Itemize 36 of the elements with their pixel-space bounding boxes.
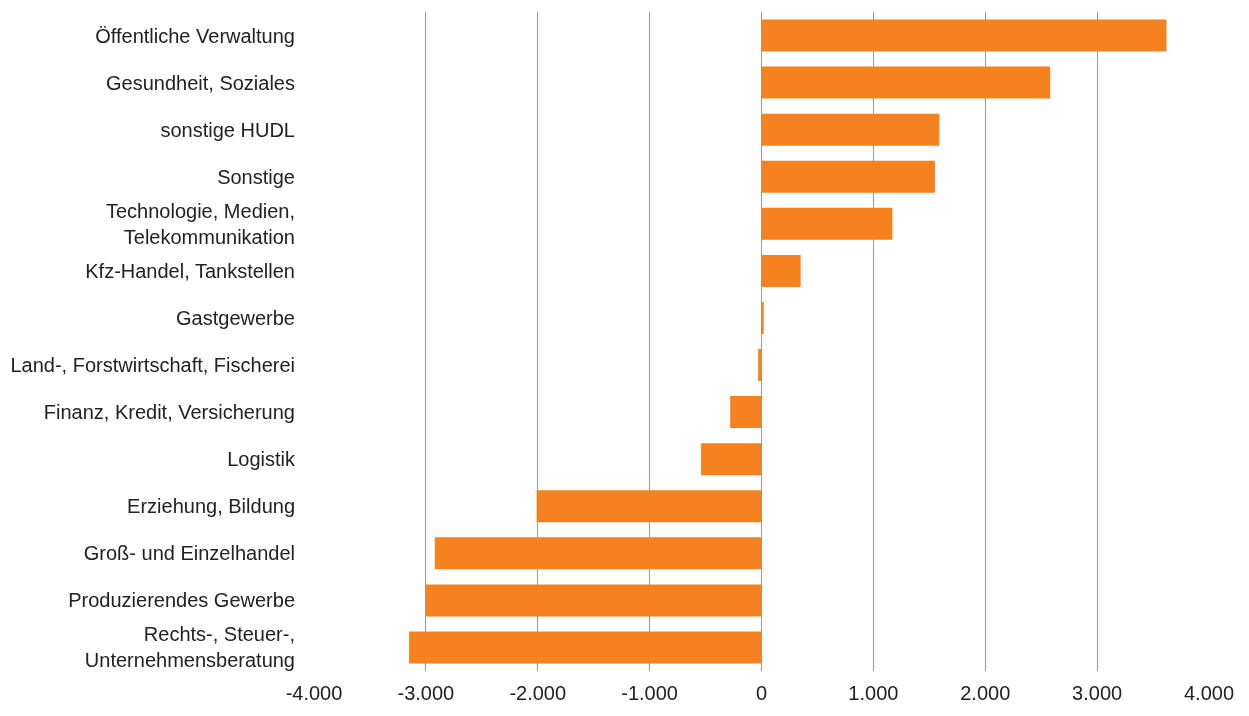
- bar: [761, 113, 940, 146]
- x-tick-label: -3.000: [397, 682, 455, 704]
- bar: [758, 349, 762, 382]
- y-tick-label: Gastgewerbe: [176, 306, 295, 329]
- y-tick-label: Rechts-, Steuer-, Unternehmensberatung: [84, 623, 295, 672]
- y-tick-label: Erziehung, Bildung: [127, 495, 295, 518]
- y-tick-label: Technologie, Medien, Telekommunikation: [105, 199, 295, 248]
- y-tick-label: sonstige HUDL: [160, 118, 295, 141]
- x-tick-label: -2.000: [509, 682, 567, 704]
- bar: [536, 490, 762, 523]
- bar: [730, 396, 762, 429]
- y-tick-label: Land-, Forstwirtschaft, Fischerei: [10, 354, 295, 377]
- y-tick-label: Produzierendes Gewerbe: [68, 589, 295, 612]
- bar: [409, 631, 762, 664]
- bar: [761, 66, 1051, 99]
- x-tick-label: 3.000: [1072, 682, 1123, 704]
- x-tick-label: 0: [755, 682, 768, 704]
- y-tick-label: Logistik: [227, 448, 296, 471]
- x-tick-label: -1.000: [621, 682, 678, 704]
- bar: [425, 584, 762, 617]
- x-tick-label: 4.000: [1183, 682, 1235, 704]
- y-tick-label: Gesundheit, Soziales: [105, 71, 295, 94]
- bar: [761, 160, 935, 193]
- y-tick-label: Öffentliche Verwaltung: [95, 24, 295, 47]
- bar: [434, 537, 762, 570]
- y-tick-label: Finanz, Kredit, Versicherung: [43, 401, 295, 424]
- bar: [761, 207, 893, 240]
- x-tick-label: 2.000: [960, 682, 1011, 704]
- bar: [701, 443, 762, 476]
- x-tick-label: -4.000: [285, 682, 343, 704]
- y-tick-label: Groß- und Einzelhandel: [83, 542, 295, 565]
- bar: [761, 254, 801, 287]
- bar: [761, 19, 1167, 52]
- y-tick-label: Sonstige: [217, 165, 295, 188]
- x-tick-label: 1.000: [848, 682, 899, 704]
- y-tick-label: Kfz-Handel, Tankstellen: [85, 259, 295, 282]
